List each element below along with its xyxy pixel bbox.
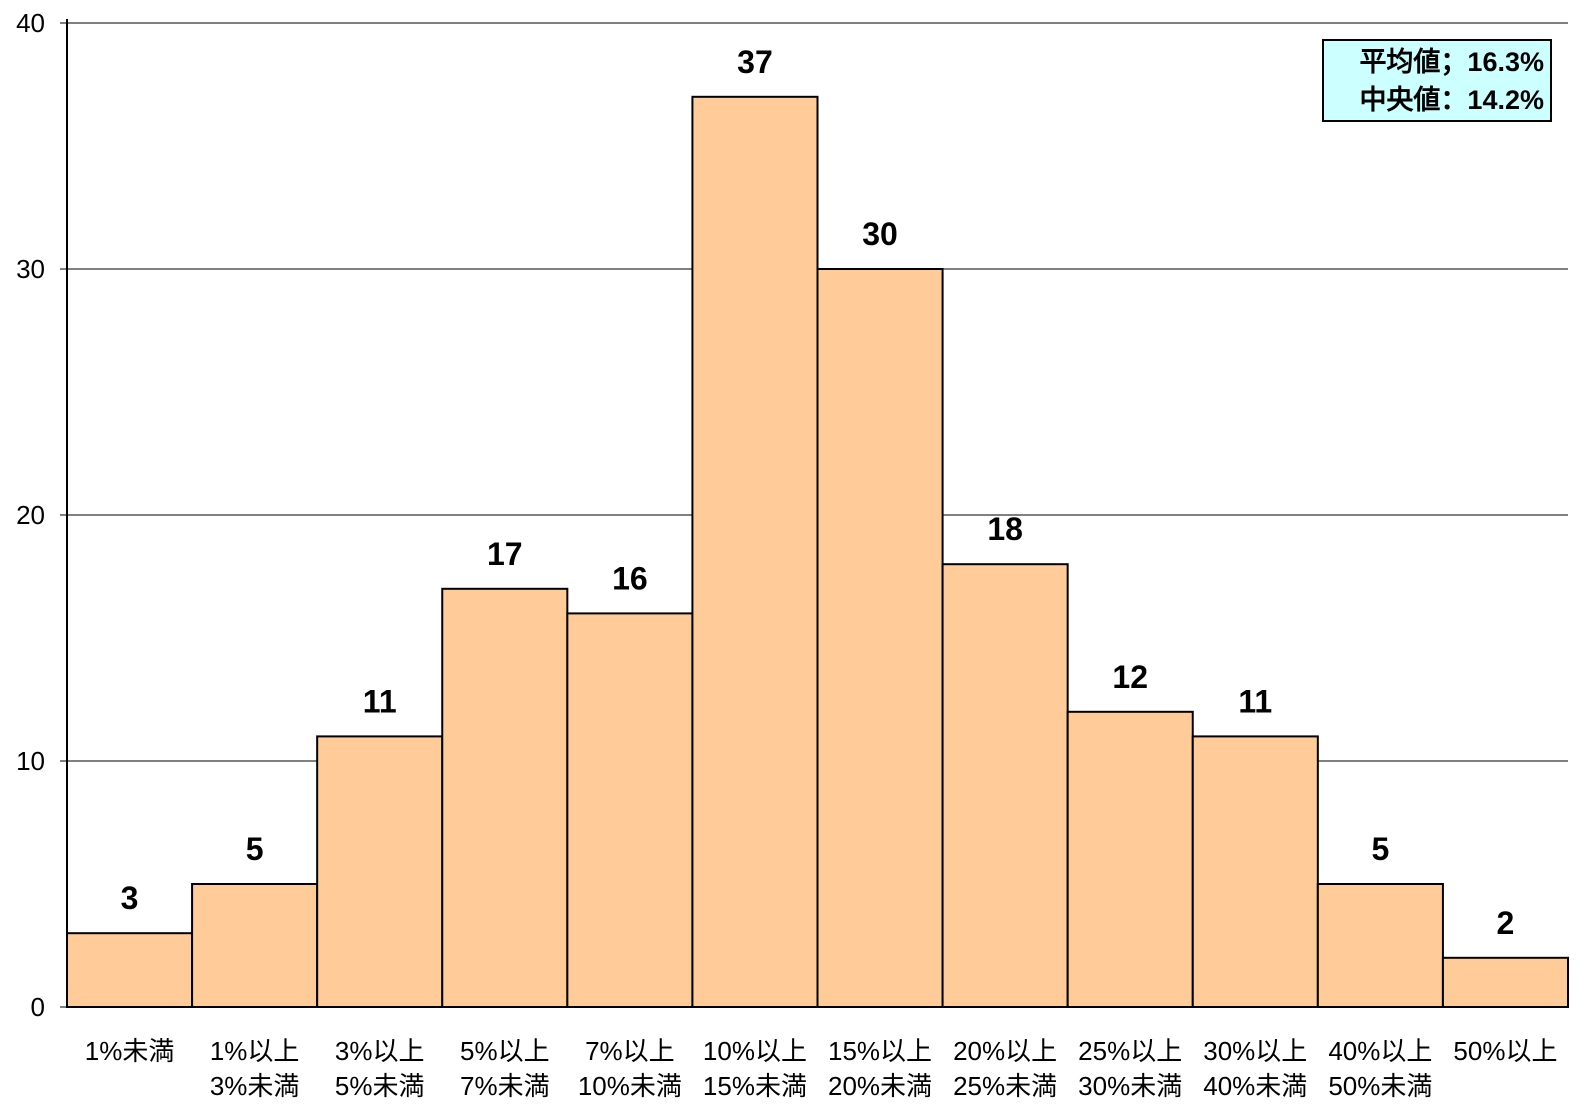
- x-category-label: 1%未満: [85, 1036, 175, 1066]
- y-tick-label: 0: [31, 992, 45, 1022]
- x-category-label: 10%以上 15%未満: [703, 1036, 807, 1101]
- bar-value-label: 11: [1238, 683, 1272, 719]
- median-label: 中央値：14.2%: [1359, 85, 1544, 115]
- y-tick-labels: 0 10 20 30 40: [16, 8, 45, 1022]
- x-category-label: 1%以上 3%未満: [210, 1036, 300, 1101]
- bar-value-label: 2: [1497, 905, 1515, 941]
- mean-label: 平均値；16.3%: [1359, 47, 1544, 77]
- bar-value-label: 37: [737, 44, 773, 80]
- bar: [566, 612, 694, 1009]
- y-tick-label: 10: [16, 746, 45, 776]
- x-category-label: 40%以上 50%未満: [1328, 1036, 1432, 1101]
- bar-value-label: 17: [487, 536, 523, 572]
- bar: [66, 932, 194, 1009]
- bar-value-label: 11: [363, 683, 397, 719]
- category-labels: 1%未満 1%以上 3%未満 3%以上 5%未満 5%以上 7%未満 7%以上 10%未満 10%…: [85, 1036, 1558, 1101]
- x-category-label: 50%以上: [1453, 1036, 1557, 1066]
- bar: [1441, 956, 1569, 1008]
- x-category-label: 20%以上 25%未満: [953, 1036, 1057, 1101]
- bar: [1066, 710, 1194, 1008]
- bar-value-label: 18: [987, 511, 1023, 547]
- bar: [941, 563, 1069, 1008]
- bar-value-label: 5: [246, 831, 264, 867]
- x-category-label: 7%以上 10%未満: [578, 1036, 682, 1101]
- value-labels: 3 5 11 17 16 37 30 18 12 11 5 2: [121, 44, 1515, 941]
- stats-box-background: [1322, 39, 1552, 122]
- bar-value-label: 12: [1112, 659, 1148, 695]
- bar: [1191, 735, 1319, 1009]
- x-category-label: 25%以上 30%未満: [1078, 1036, 1182, 1101]
- bar-value-label: 5: [1371, 831, 1389, 867]
- bar: [191, 883, 319, 1008]
- bar: [441, 587, 569, 1008]
- stats-box: 平均値；16.3% 中央値：14.2%: [1322, 39, 1552, 122]
- x-category-label: 3%以上 5%未満: [335, 1036, 425, 1101]
- bar: [816, 268, 944, 1008]
- bar-value-label: 3: [121, 880, 139, 916]
- y-tick-label: 40: [16, 8, 45, 38]
- bar-value-label: 16: [612, 560, 648, 596]
- y-tick-label: 30: [16, 254, 45, 284]
- x-category-label: 30%以上 40%未満: [1203, 1036, 1307, 1101]
- y-tick-label: 20: [16, 500, 45, 530]
- x-category-label: 5%以上 7%未満: [460, 1036, 550, 1101]
- bar-value-label: 30: [862, 216, 898, 252]
- bar: [316, 735, 444, 1009]
- bar: [1316, 883, 1444, 1008]
- bar: [691, 95, 819, 1009]
- x-category-label: 15%以上 20%未満: [828, 1036, 932, 1101]
- bars: [66, 95, 1569, 1009]
